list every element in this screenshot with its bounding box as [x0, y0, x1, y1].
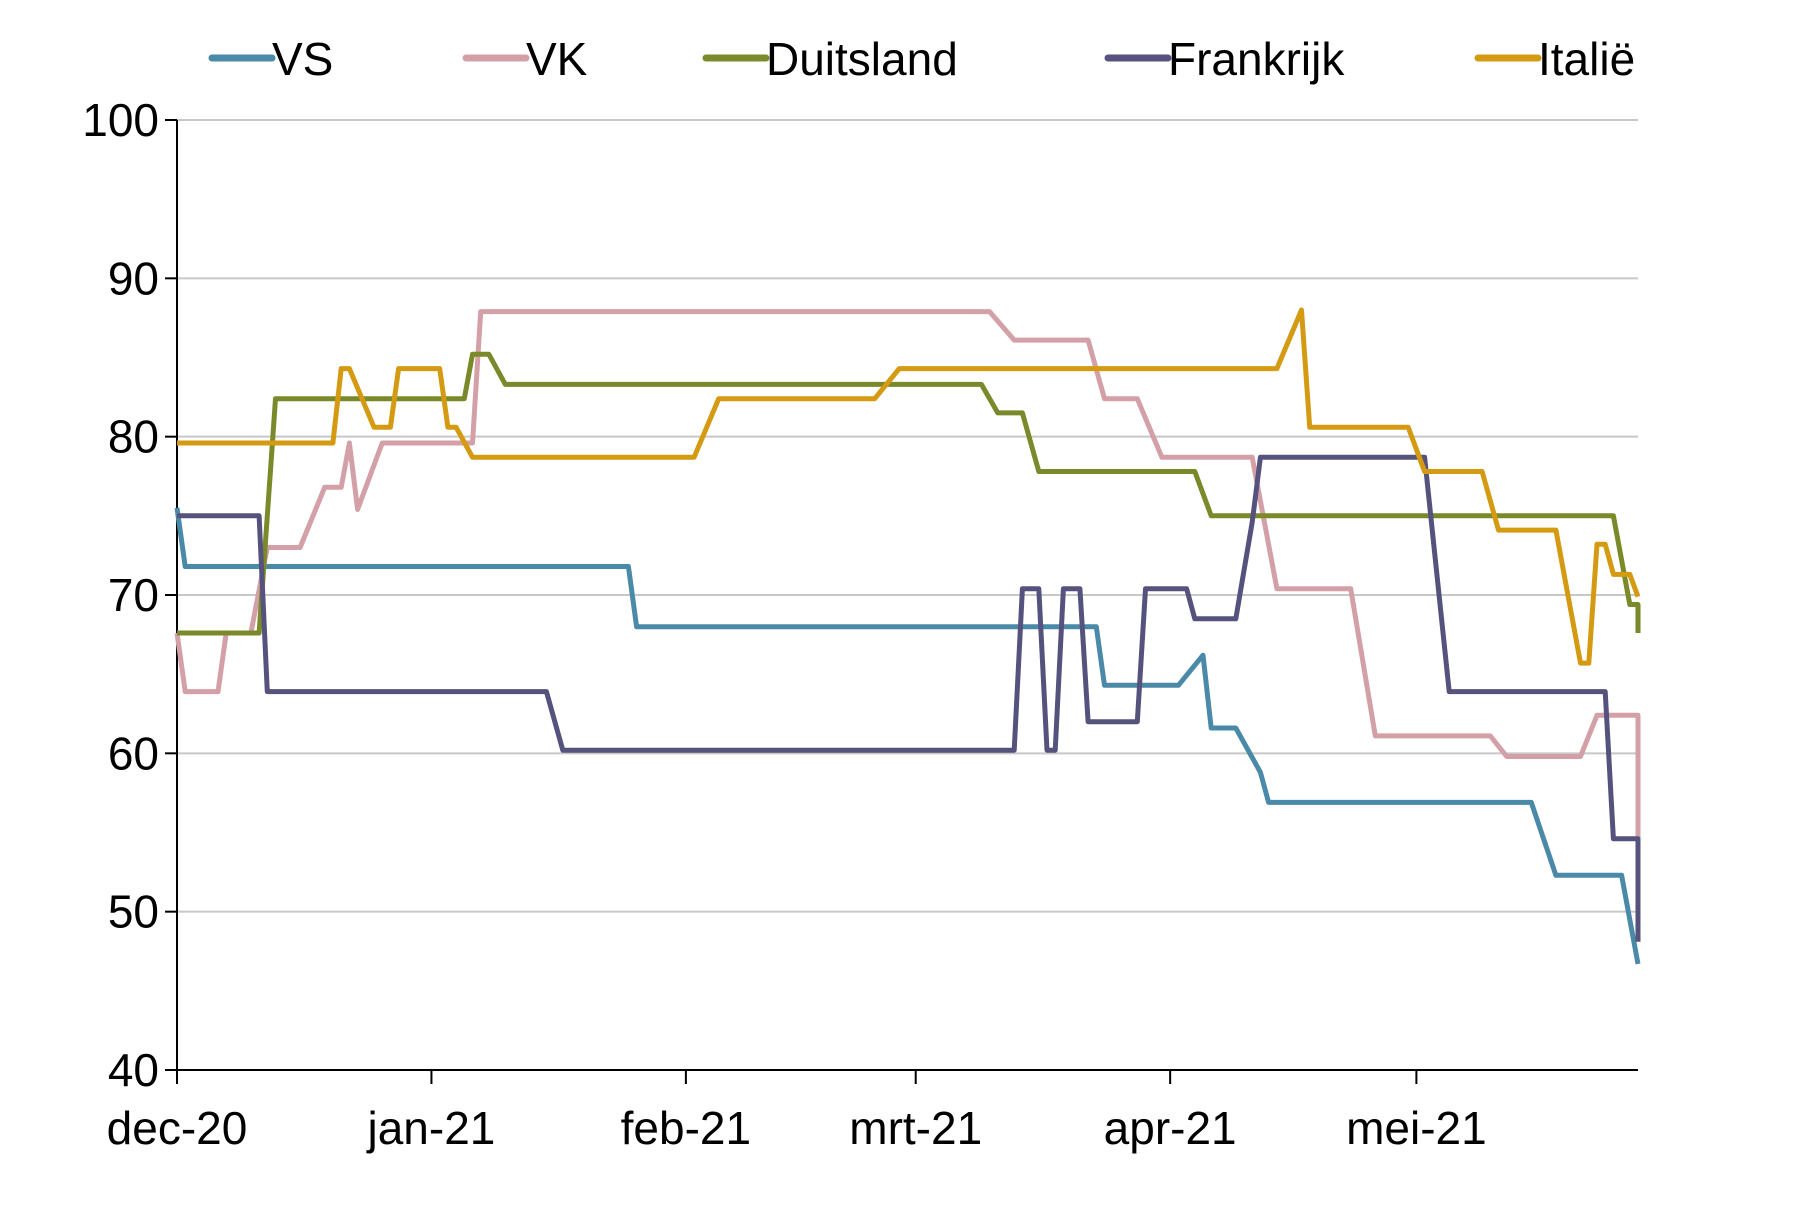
- y-tick-label: 60: [108, 727, 159, 779]
- legend-item-frankrijk: Frankrijk: [1104, 33, 1345, 85]
- legend-label: VK: [526, 33, 588, 85]
- legend-item-vk: VK: [462, 33, 588, 85]
- x-tick-label: feb-21: [621, 1102, 751, 1154]
- series-line-frankrijk: [177, 454, 1641, 942]
- series-line-duitsland: [177, 351, 1641, 636]
- axes: 40 50 60 70 80 90 100 dec-20 jan-21 feb-21 mrt-21 a…: [82, 94, 1638, 1154]
- legend-label: Italië: [1538, 33, 1635, 85]
- y-tick-label: 80: [108, 411, 159, 463]
- legend-item-italië: Italië: [1474, 33, 1635, 85]
- y-tick-label: 40: [108, 1044, 159, 1096]
- x-tick-label: mrt-21: [849, 1102, 982, 1154]
- legend-label: Frankrijk: [1168, 33, 1345, 85]
- y-tick-label: 90: [108, 252, 159, 304]
- gridlines: [177, 119, 1638, 913]
- legend-item-vs: VS: [208, 33, 333, 85]
- x-tick-label: jan-21: [366, 1102, 496, 1154]
- legend-item-duitsland: Duitsland: [702, 33, 958, 85]
- y-tick-label: 100: [82, 94, 159, 146]
- series-line-italië: [177, 307, 1641, 666]
- legend-label: VS: [272, 33, 333, 85]
- legend-label: Duitsland: [766, 33, 958, 85]
- x-tick-label: dec-20: [107, 1102, 248, 1154]
- series-line-vs: [174, 507, 1641, 965]
- series-lines: [174, 307, 1641, 965]
- y-tick-label: 50: [108, 886, 159, 938]
- y-tick-label: 70: [108, 569, 159, 621]
- x-tick-label: mei-21: [1346, 1102, 1487, 1154]
- x-tick-label: apr-21: [1104, 1102, 1237, 1154]
- legend: VS VK Duitsland Frankrijk Italië: [208, 33, 1635, 85]
